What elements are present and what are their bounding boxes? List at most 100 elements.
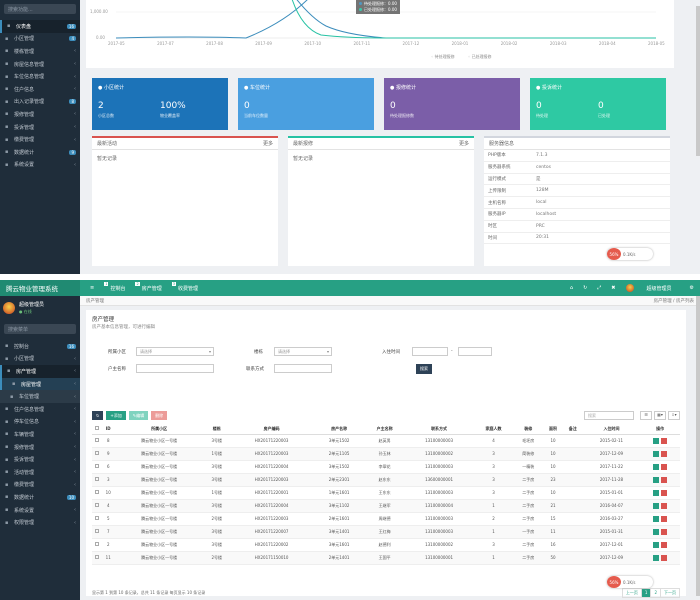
settings-icon[interactable]: ⚙ <box>689 285 694 291</box>
column-header[interactable]: 备注 <box>562 424 583 435</box>
breadcrumb-path[interactable]: 房产管理 / 房产列表 <box>653 298 694 304</box>
sidebar-item[interactable]: ▪ 小区管理 ‹ <box>0 353 80 366</box>
sidebar-item[interactable]: ▪ 控制台 16 <box>0 340 80 353</box>
column-header[interactable]: 面积 <box>543 424 563 435</box>
sidebar-item[interactable]: ▪ 报修管理 ‹ <box>0 108 80 121</box>
owner-input[interactable] <box>136 364 214 373</box>
sidebar-item[interactable]: ▪ 车辆管理 ‹ <box>0 428 80 441</box>
navbar-tab[interactable]: 2 房产管理 <box>135 282 162 292</box>
sidebar-search-input[interactable]: 搜索功能... <box>4 4 76 14</box>
select-all-checkbox[interactable] <box>94 426 99 431</box>
sidebar-item[interactable]: ▪ 停车位信息 ‹ <box>0 416 80 429</box>
export-icon[interactable]: ⇩▾ <box>668 411 680 420</box>
sidebar-item[interactable]: ▪ 小区管理 4 <box>0 33 80 46</box>
scrollbar[interactable] <box>696 296 700 596</box>
row-checkbox[interactable] <box>94 503 99 507</box>
table-row[interactable]: 7 腾云物业小区一号楼 3号楼 HX20171220007 3单元1401 王红梅 1310… <box>92 525 680 539</box>
sidebar-item[interactable]: ▪ 缴费管理 ‹ <box>0 133 80 146</box>
row-checkbox[interactable] <box>94 555 99 559</box>
edit-button[interactable]: ✎ 编辑 <box>128 411 149 420</box>
table-row[interactable]: 5 腾云物业小区一号楼 2号楼 HX20171220003 2单元1601 周继德 1310… <box>92 512 680 526</box>
edit-icon[interactable] <box>653 489 660 496</box>
fullscreen-icon[interactable]: ⤢ <box>597 285 602 291</box>
navbar-tab[interactable]: 3 收费管理 <box>171 282 198 292</box>
column-header[interactable]: 户主名称 <box>364 424 405 435</box>
building-select[interactable]: 请选择 ▾ <box>274 347 332 356</box>
delete-icon[interactable] <box>661 541 668 548</box>
view-toggle-icon[interactable]: ☰ <box>640 411 652 420</box>
sidebar-item[interactable]: ▪ 系统设置 ‹ <box>0 159 80 172</box>
sidebar-item[interactable]: ▪ 系统设置 ‹ <box>0 504 80 517</box>
column-header[interactable]: 装修 <box>513 424 544 435</box>
column-header[interactable]: 房产编码 <box>229 424 314 435</box>
clear-cache-icon[interactable]: ✖ <box>611 285 616 291</box>
sidebar-search-input[interactable]: 搜索菜单 <box>4 324 76 334</box>
sidebar-item[interactable]: ▪ 数据统计 9 <box>0 146 80 159</box>
table-search-input[interactable]: 搜索 <box>584 411 634 420</box>
sidebar-item[interactable]: ▪ 出入记录管理 8 <box>0 96 80 109</box>
column-header[interactable]: 家庭人数 <box>473 424 514 435</box>
edit-icon[interactable] <box>653 528 660 535</box>
page-link[interactable]: 上一页 <box>621 588 642 598</box>
table-row[interactable]: 11 腾云物业小区一号楼 2号楼 HX20171150010 2单元1401 王国平 131… <box>92 551 680 565</box>
page-link[interactable]: 下一页 <box>660 588 680 598</box>
menu-toggle-icon[interactable]: ≡ <box>90 285 95 291</box>
more-link[interactable]: 更多 <box>458 141 469 147</box>
sidebar-item[interactable]: ▪ 车位管理 ‹ <box>0 390 80 403</box>
community-select[interactable]: 请选择 ▾ <box>136 347 214 356</box>
edit-icon[interactable] <box>653 515 660 522</box>
table-row[interactable]: 3 腾云物业小区一号楼 3号楼 HX20171220003 2单元2301 赵东东 1360… <box>92 473 680 487</box>
sidebar-item[interactable]: ▪ 权限管理 ‹ <box>0 516 80 529</box>
legend-item[interactable]: ◦ 待处理报修 <box>431 54 455 59</box>
table-row[interactable]: 2 腾云物业小区一号楼 3号楼 HX20171220002 3单元1601 赵德利 1310… <box>92 538 680 552</box>
navbar-tab[interactable]: 1 控制台 <box>104 282 125 292</box>
edit-icon[interactable] <box>653 463 660 470</box>
date-end-input[interactable] <box>458 347 492 356</box>
delete-icon[interactable] <box>661 489 668 496</box>
brand-title[interactable]: 腾云物业管理系统 <box>0 280 80 296</box>
more-link[interactable]: 更多 <box>262 141 273 147</box>
sidebar-item[interactable]: ▪ 数据统计 10 <box>0 491 80 504</box>
edit-icon[interactable] <box>653 502 660 509</box>
columns-icon[interactable]: ▦▾ <box>654 411 666 420</box>
table-row[interactable]: 9 腾云物业小区一号楼 1号楼 HX20171220003 2单元1105 孙玉林 1310… <box>92 447 680 461</box>
column-header[interactable]: 操作 <box>640 424 680 435</box>
sidebar-item[interactable]: ▪ 投诉管理 ‹ <box>0 453 80 466</box>
network-speed-badge[interactable]: 56% 0.1K/s <box>607 248 653 260</box>
column-header[interactable]: ID <box>101 424 115 435</box>
table-row[interactable]: 6 腾云物业小区一号楼 3号楼 HX20171220004 3单元1502 李翠花 1310… <box>92 460 680 474</box>
delete-icon[interactable] <box>661 515 668 522</box>
sidebar-item[interactable]: ▪ 住户信息 ‹ <box>0 83 80 96</box>
delete-icon[interactable] <box>661 554 668 561</box>
search-button[interactable]: 搜索 <box>416 364 432 374</box>
edit-icon[interactable] <box>653 450 660 457</box>
delete-icon[interactable] <box>661 437 668 444</box>
row-checkbox[interactable] <box>94 490 99 494</box>
row-checkbox[interactable] <box>94 464 99 468</box>
edit-icon[interactable] <box>653 554 660 561</box>
date-start-input[interactable] <box>412 347 448 356</box>
row-checkbox[interactable] <box>94 451 99 455</box>
edit-icon[interactable] <box>653 541 660 548</box>
navbar-user[interactable]: 超级管理员 <box>625 284 672 292</box>
column-header[interactable]: 房产名称 <box>313 424 365 435</box>
column-header[interactable]: 所属小区 <box>114 424 204 435</box>
delete-icon[interactable] <box>661 502 668 509</box>
row-checkbox[interactable] <box>94 438 99 442</box>
sidebar-item[interactable]: ▪ 住户信息管理 ‹ <box>0 403 80 416</box>
table-row[interactable]: 4 腾云物业小区一号楼 3号楼 HX20171220004 3单元1102 王继军 1310… <box>92 499 680 513</box>
table-row[interactable]: 10 腾云物业小区一号楼 1号楼 HX20171220001 1单元1601 王东东 131… <box>92 486 680 500</box>
sidebar-item[interactable]: ▪ 投诉管理 ‹ <box>0 121 80 134</box>
sidebar-item[interactable]: ▪ 房屋信息管理 ‹ <box>0 58 80 71</box>
column-header[interactable]: 楼栋 <box>203 424 230 435</box>
row-checkbox[interactable] <box>94 516 99 520</box>
row-checkbox[interactable] <box>94 529 99 533</box>
sidebar-item[interactable]: ▪ 活动管理 ‹ <box>0 466 80 479</box>
sidebar-item[interactable]: ▪ 仪表盘 16 <box>0 20 80 33</box>
refresh-button[interactable]: ↻ <box>92 411 104 420</box>
delete-button[interactable]: 删除 <box>151 411 168 420</box>
edit-icon[interactable] <box>653 437 660 444</box>
sidebar-item[interactable]: ▪ 缴费管理 ‹ <box>0 479 80 492</box>
sidebar-item[interactable]: ▪ 房产管理 ‹ <box>0 365 80 378</box>
sidebar-item[interactable]: ▪ 楼栋管理 ‹ <box>0 45 80 58</box>
